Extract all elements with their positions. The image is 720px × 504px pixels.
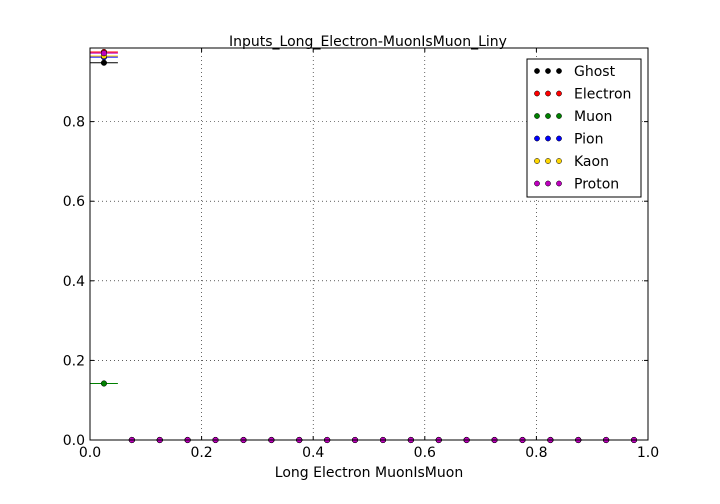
legend-marker <box>534 135 540 142</box>
x-tick-label: 0.0 <box>79 445 101 461</box>
legend-label: Kaon <box>574 154 609 170</box>
y-tick-label: 0.8 <box>63 115 85 131</box>
legend-marker <box>556 68 562 74</box>
legend-marker <box>545 180 551 187</box>
legend-marker <box>534 180 540 187</box>
legend-marker <box>545 158 551 164</box>
legend-marker <box>556 135 562 142</box>
legend-marker <box>534 90 540 97</box>
legend-marker <box>545 68 551 74</box>
x-tick-label: 0.8 <box>525 445 547 461</box>
x-tick-label: 0.2 <box>190 445 212 461</box>
legend-entry-muon: Muon <box>534 109 612 125</box>
legend-marker <box>545 135 551 142</box>
legend-marker <box>556 180 562 187</box>
legend-box <box>526 58 642 198</box>
legend: Ghost Electron Muon Pion Kaon Proton <box>526 58 642 198</box>
legend-entry-ghost: Ghost <box>534 64 616 80</box>
legend-marker <box>556 158 562 164</box>
y-tick-label: 0.6 <box>63 194 85 210</box>
legend-marker <box>556 90 562 97</box>
legend-marker <box>534 158 540 164</box>
legend-marker <box>534 68 540 74</box>
tick-layer: 0.0 0.2 0.4 0.6 0.8 1.0 0.0 0.2 0.4 0.6 0.8 <box>63 48 659 461</box>
y-tick-label: 0.4 <box>63 274 85 290</box>
x-axis-label: Long Electron MuonIsMuon <box>275 465 463 481</box>
y-tick-label: 0.2 <box>63 353 85 369</box>
x-tick-label: 0.4 <box>302 445 324 461</box>
legend-entry-kaon: Kaon <box>534 154 609 170</box>
legend-marker <box>545 90 551 97</box>
legend-label: Proton <box>574 177 619 193</box>
legend-label: Pion <box>574 132 603 148</box>
chart-title: Inputs_Long_Electron-MuonIsMuon_Liny <box>229 34 507 50</box>
legend-entry-proton: Proton <box>534 177 619 193</box>
legend-marker <box>556 113 562 119</box>
legend-marker <box>534 113 540 119</box>
legend-entry-pion: Pion <box>534 132 603 148</box>
proton-point <box>100 50 107 57</box>
legend-label: Muon <box>574 109 612 125</box>
x-tick-label: 1.0 <box>637 445 659 461</box>
muon-point <box>100 380 107 387</box>
legend-label: Ghost <box>574 64 616 80</box>
y-tick-label: 0.0 <box>63 433 85 449</box>
ghost-point <box>100 59 107 66</box>
legend-label: Electron <box>574 87 631 103</box>
legend-entry-electron: Electron <box>534 87 631 103</box>
plot-frame <box>89 47 649 441</box>
x-tick-label: 0.6 <box>414 445 436 461</box>
legend-marker <box>545 113 551 119</box>
